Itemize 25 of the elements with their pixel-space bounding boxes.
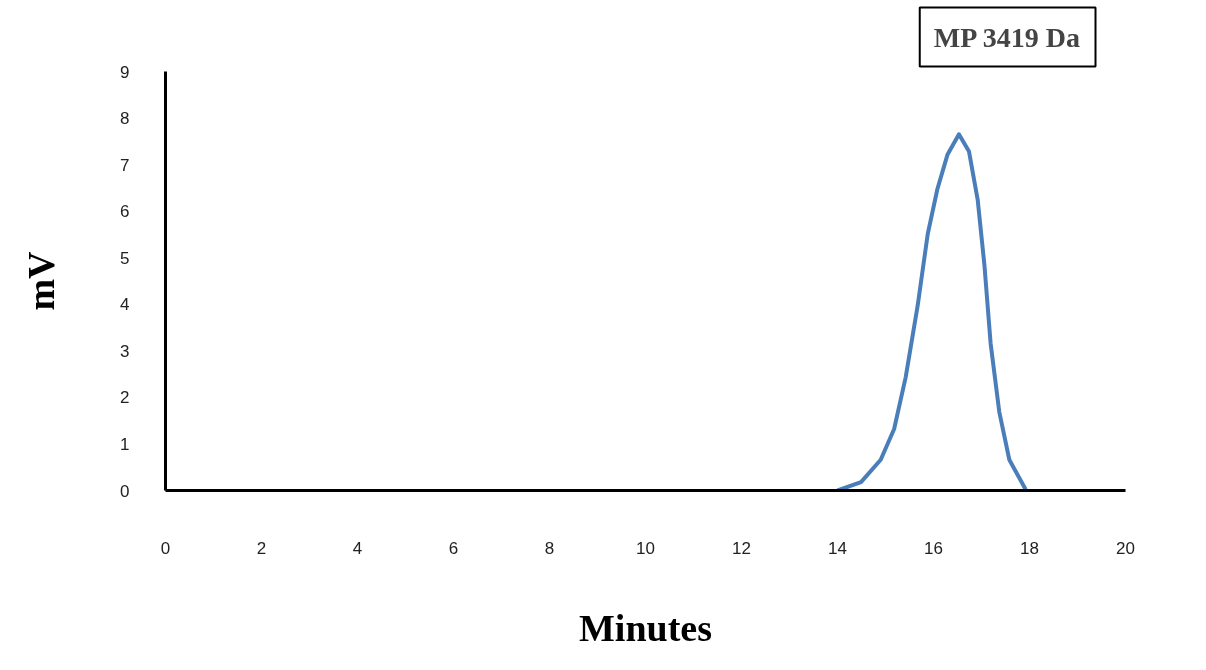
text: MP 3419 Da: [933, 21, 1080, 53]
x-tick-label: 10: [636, 538, 655, 558]
y-tick-label: 6: [120, 202, 130, 222]
y-tick-label: 2: [120, 388, 130, 408]
y-tick-label: 8: [120, 109, 130, 129]
x-axis-title: Minutes: [579, 606, 712, 649]
x-tick-label: 6: [448, 538, 459, 558]
y-tick-label: 0: [120, 481, 130, 501]
y-tick-label: 9: [120, 62, 130, 82]
line-series: [835, 132, 1028, 491]
y-axis-title: mV: [20, 250, 63, 311]
y-tick-label: 1: [120, 434, 130, 454]
x-tick-label: 2: [256, 538, 267, 558]
x-tick-label: 18: [1020, 538, 1039, 558]
x-tick-label: 8: [544, 538, 555, 558]
x-tick-label: 12: [732, 538, 751, 558]
y-tick-label: 5: [120, 248, 130, 268]
y-tick-label: 4: [120, 295, 130, 315]
x-tick-label: 0: [160, 538, 171, 558]
x-tick-label: 14: [828, 538, 847, 558]
x-tick-label: 4: [352, 538, 363, 558]
y-tick-label: 7: [120, 155, 130, 175]
y-tick-label: 3: [120, 341, 130, 361]
x-tick-label: 20: [1116, 538, 1135, 558]
x-tick-label: 16: [924, 538, 943, 558]
